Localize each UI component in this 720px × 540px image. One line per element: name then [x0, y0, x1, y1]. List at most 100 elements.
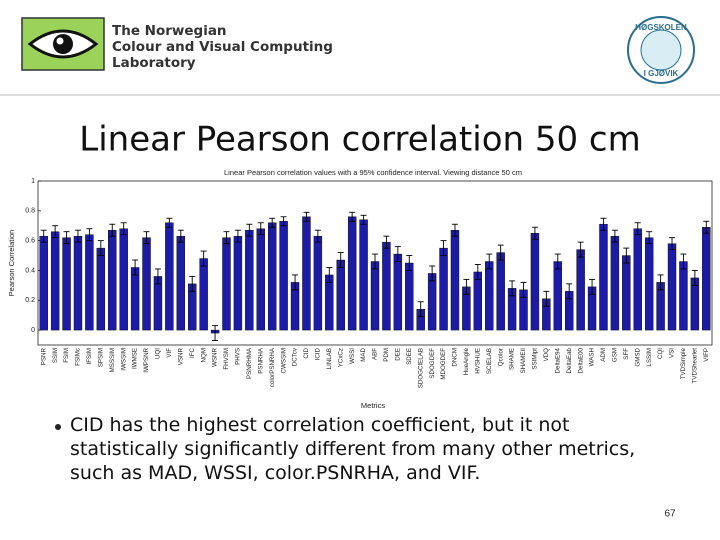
x-tick-label: PDM [383, 348, 390, 362]
x-tick-label: ICID [315, 347, 322, 360]
x-tick-label: VSI [669, 348, 676, 358]
x-tick-label: Qcolor [497, 348, 504, 366]
bar [393, 253, 403, 331]
x-tick-label: SHAMEII [520, 348, 527, 374]
bar [427, 273, 437, 331]
x-tick-label: LINLAB [326, 348, 333, 369]
x-tick-label: IWMSE [132, 348, 139, 369]
x-tick-label: IFC [189, 347, 196, 357]
y-tick-label: 0.6 [25, 237, 35, 244]
x-tick-label: WSSI [349, 348, 356, 364]
bar [496, 252, 505, 331]
seal-text: I GJØVIK [644, 69, 679, 78]
slide-title: Linear Pearson correlation 50 cm [79, 120, 641, 160]
bar [347, 216, 357, 331]
lab-name: The Norwegian [112, 23, 227, 39]
x-tick-label: GMSD [634, 347, 641, 366]
bar [165, 222, 174, 331]
x-tick-label: SDOGCIELAB [417, 348, 424, 388]
bar [130, 267, 140, 331]
x-tick-label: SFF [623, 348, 630, 360]
bar [199, 258, 208, 331]
bar [450, 229, 460, 331]
bar [485, 261, 494, 331]
page-number: 67 [664, 509, 676, 520]
x-tick-label: MDOGDEF [440, 348, 447, 380]
bar [62, 237, 71, 331]
x-axis-label: Metrics [361, 401, 385, 410]
bar [702, 227, 711, 331]
x-tick-label: SSIM [52, 348, 59, 363]
bar [39, 235, 48, 331]
plot-area [37, 180, 713, 346]
bullet-dot [55, 424, 61, 430]
x-tick-label: colorPSNRHA [269, 347, 276, 387]
bar [233, 235, 243, 331]
x-tick-label: DCTcv [292, 347, 299, 366]
y-axis-label: Pearson Correlation [7, 230, 16, 297]
x-tick-label: DeltaE00 [577, 347, 584, 373]
y-tick-label: 0.4 [25, 267, 35, 274]
bar [336, 259, 345, 331]
x-tick-label: UQI [155, 348, 162, 359]
bar [50, 231, 60, 331]
bar [222, 237, 231, 331]
x-tick-label: GSM [612, 348, 619, 362]
x-tick-label: VIFP [703, 348, 710, 362]
bar [279, 221, 288, 331]
x-tick-label: HueAngle [463, 347, 470, 375]
bar [473, 271, 483, 331]
bar [633, 228, 642, 331]
bar [313, 235, 323, 331]
x-tick-label: LSSIM [646, 348, 653, 367]
bullet-text: CID has the highest correlation coeffici… [70, 414, 636, 484]
lab-name: Laboratory [112, 55, 196, 71]
lab-name: Colour and Visual Computing [112, 39, 333, 55]
x-tick-label: NQM [200, 348, 207, 362]
x-tick-label: PSNRHA [257, 347, 264, 374]
x-tick-label: PHVS [235, 348, 242, 365]
bar [267, 222, 277, 331]
x-tick-label: VDQ [543, 348, 550, 362]
x-tick-label: HVSHUE [474, 348, 481, 374]
x-tick-label: FSIM [63, 348, 70, 363]
bar [610, 235, 620, 331]
x-tick-label: ABF [372, 348, 379, 360]
x-tick-label: SPSIM [97, 348, 104, 367]
x-tick-label: PSNRHMA [246, 347, 253, 379]
x-tick-label: CID [303, 347, 310, 358]
x-tick-label: PSNR [40, 347, 47, 365]
x-tick-label: VSNR [177, 347, 184, 365]
bar [302, 216, 311, 331]
x-tick-label: MSSSIM [109, 348, 116, 372]
bar [96, 247, 106, 331]
x-tick-label: TVDSimple [680, 347, 687, 379]
x-tick-label: DeltaEab [566, 347, 573, 373]
seal-text: HØGSKOLEN [635, 23, 687, 32]
x-tick-label: IWPSNR [143, 347, 150, 372]
x-tick-label: DEE [394, 348, 401, 361]
bar [370, 261, 380, 331]
x-tick-label: CWSSIM [280, 348, 287, 373]
x-tick-label: CQI [657, 348, 664, 359]
bar [359, 219, 368, 331]
bar [176, 235, 185, 331]
x-tick-label: SHAME [509, 348, 516, 370]
logo-pupil [53, 34, 73, 54]
x-tick-label: IWSSIM [120, 348, 127, 371]
bar [108, 229, 117, 331]
bar [576, 249, 585, 331]
x-tick-label: ADM [600, 348, 607, 362]
x-tick-label: YCxCz [337, 348, 344, 367]
chart-title: Linear Pearson correlation values with a… [224, 168, 522, 177]
x-tick-label: SDEE [406, 348, 413, 365]
y-tick-label: 0 [31, 327, 35, 334]
bar [256, 228, 265, 331]
x-tick-label: DNCM [452, 348, 459, 367]
x-tick-label: WASH [589, 348, 596, 366]
seal-inner [640, 29, 682, 71]
seal: HØGSKOLEN I GJØVIK [627, 16, 695, 84]
y-tick-label: 0.8 [25, 208, 35, 215]
x-tick-label: SCIELAB [486, 348, 493, 374]
